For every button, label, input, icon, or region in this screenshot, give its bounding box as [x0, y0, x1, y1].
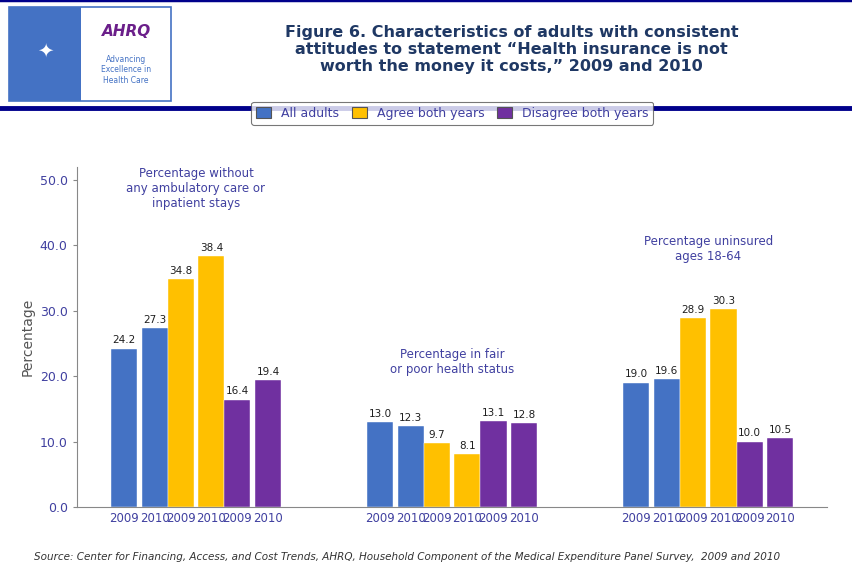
Bar [198, 256, 224, 507]
Bar [679, 318, 705, 507]
Bar [224, 400, 250, 507]
Bar [397, 426, 423, 507]
Text: 8.1: 8.1 [458, 441, 475, 450]
Text: 16.4: 16.4 [226, 386, 249, 396]
Bar [480, 421, 506, 507]
Bar [653, 379, 679, 507]
Bar [9, 7, 81, 101]
Text: AHRQ: AHRQ [101, 24, 151, 39]
Text: Figure 6. Characteristics of adults with consistent
attitudes to statement “Heal: Figure 6. Characteristics of adults with… [285, 25, 738, 74]
Text: 30.3: 30.3 [711, 295, 734, 306]
Text: 28.9: 28.9 [681, 305, 704, 314]
Bar [141, 328, 168, 507]
Y-axis label: Percentage: Percentage [20, 298, 34, 376]
Bar [111, 348, 137, 507]
Text: 13.0: 13.0 [368, 408, 391, 419]
Bar [255, 380, 281, 507]
Bar [735, 442, 762, 507]
Bar [168, 279, 193, 507]
Text: 19.6: 19.6 [654, 366, 677, 376]
Text: 12.3: 12.3 [399, 413, 422, 423]
Text: Percentage without
any ambulatory care or
inpatient stays: Percentage without any ambulatory care o… [126, 167, 265, 210]
Text: 27.3: 27.3 [143, 315, 166, 325]
Text: 10.5: 10.5 [768, 425, 791, 435]
Text: Percentage uninsured
ages 18-64: Percentage uninsured ages 18-64 [642, 235, 772, 263]
Bar [710, 309, 735, 507]
Bar [454, 454, 480, 507]
Text: 19.0: 19.0 [624, 369, 647, 380]
Bar [366, 422, 393, 507]
Bar [510, 423, 537, 507]
Text: ✦: ✦ [37, 41, 54, 60]
Text: Source: Center for Financing, Access, and Cost Trends, AHRQ, Household Component: Source: Center for Financing, Access, an… [34, 552, 780, 562]
Legend: All adults, Agree both years, Disagree both years: All adults, Agree both years, Disagree b… [250, 102, 653, 125]
Text: Advancing
Excellence in
Health Care: Advancing Excellence in Health Care [101, 55, 151, 85]
Bar [81, 7, 170, 101]
Text: Percentage in fair
or poor health status: Percentage in fair or poor health status [389, 347, 514, 376]
Text: 10.0: 10.0 [737, 429, 760, 438]
Bar [766, 438, 792, 507]
Text: 38.4: 38.4 [199, 242, 222, 253]
Text: 12.8: 12.8 [512, 410, 535, 420]
Bar [622, 382, 648, 507]
Text: 24.2: 24.2 [112, 335, 135, 346]
Text: 13.1: 13.1 [481, 408, 504, 418]
Text: 34.8: 34.8 [169, 266, 192, 276]
Bar [423, 444, 449, 507]
Text: 9.7: 9.7 [428, 430, 445, 440]
Text: 19.4: 19.4 [256, 367, 279, 377]
